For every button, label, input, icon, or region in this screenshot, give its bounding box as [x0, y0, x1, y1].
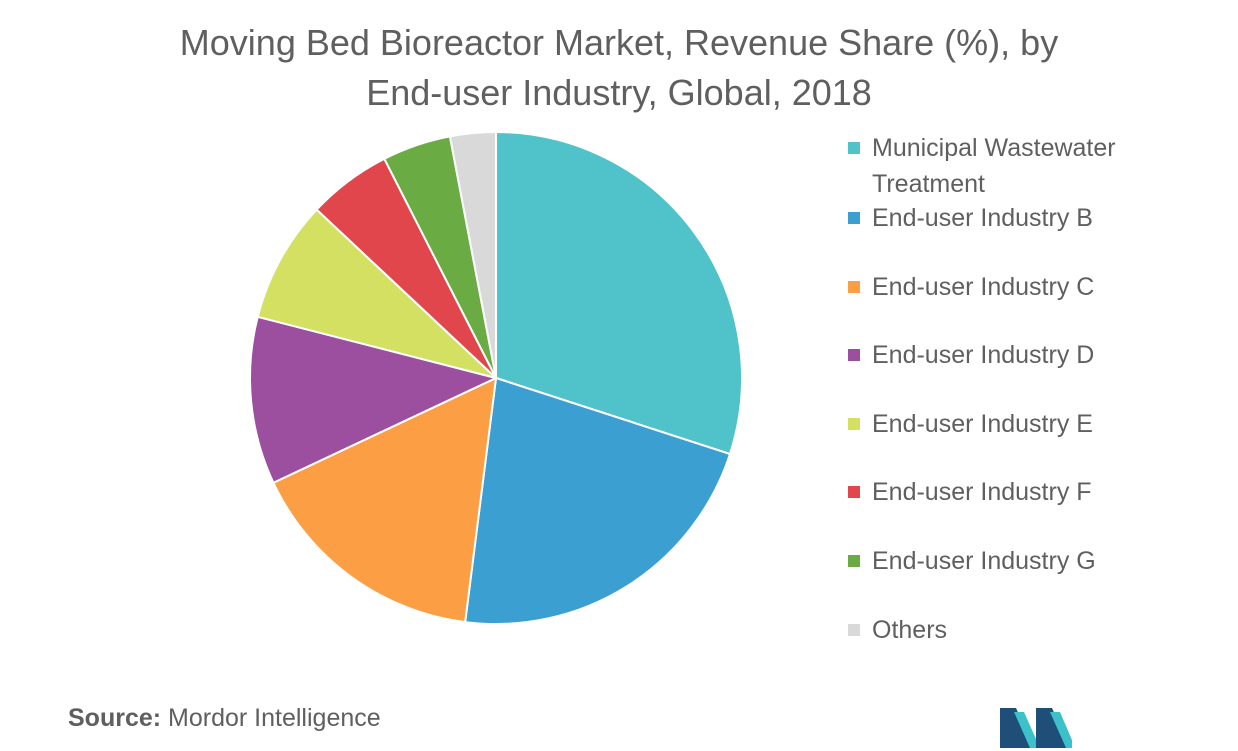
legend-label-7: Others — [872, 612, 1212, 648]
legend-label-line: End-user Industry F — [872, 478, 1092, 506]
legend-label-3: End-user Industry D — [872, 337, 1212, 373]
legend-label-line: End-user Industry B — [872, 204, 1093, 232]
pie-slice-0 — [495, 130, 743, 456]
legend-label-line: Treatment — [872, 170, 986, 198]
source-note: Source: Mordor Intelligence — [68, 704, 381, 733]
legend-swatch-3 — [848, 349, 860, 361]
source-value: Mordor Intelligence — [168, 704, 381, 732]
legend-label-0: Municipal Wastewater Treatment — [872, 130, 1212, 202]
pie-slice-2 — [272, 376, 498, 624]
legend-label-line: End-user Industry E — [872, 410, 1093, 438]
mordor-intelligence-logo — [1000, 708, 1072, 748]
legend-label-5: End-user Industry F — [872, 474, 1212, 510]
legend-swatch-2 — [848, 281, 860, 293]
pie-slice-7 — [448, 130, 497, 379]
legend-label-6: End-user Industry G — [872, 543, 1212, 579]
legend-label-line: End-user Industry D — [872, 341, 1095, 369]
legend-label-line: Municipal Wastewater — [872, 134, 1116, 162]
pie-slice-4 — [256, 208, 497, 379]
legend-label-line: Others — [872, 616, 948, 644]
legend-swatch-7 — [848, 624, 860, 636]
chart-title-line-1: Moving Bed Bioreactor Market, Revenue Sh… — [179, 22, 1059, 63]
logo-shape-4 — [1050, 712, 1072, 748]
legend-swatch-0 — [848, 142, 860, 154]
source-key: Source: — [68, 704, 162, 732]
legend-swatch-4 — [848, 418, 860, 430]
legend-label-line: End-user Industry C — [872, 273, 1095, 301]
legend-swatch-6 — [848, 555, 860, 567]
legend-label-line: End-user Industry G — [872, 547, 1096, 575]
legend-label-1: End-user Industry B — [872, 200, 1212, 236]
pie-slice-3 — [249, 315, 499, 485]
chart-title-line-2: End-user Industry, Global, 2018 — [366, 72, 872, 113]
pie-slice-1 — [464, 376, 732, 625]
legend-swatch-1 — [848, 212, 860, 224]
logo-shape-1 — [1000, 708, 1034, 748]
legend-label-4: End-user Industry E — [872, 406, 1212, 442]
chart-title: Moving Bed Bioreactor Market, Revenue Sh… — [0, 18, 1238, 118]
legend-label-2: End-user Industry C — [872, 269, 1212, 305]
logo-shape-2 — [1014, 712, 1040, 748]
legend-swatch-5 — [848, 486, 860, 498]
logo-shape-3 — [1036, 708, 1070, 748]
